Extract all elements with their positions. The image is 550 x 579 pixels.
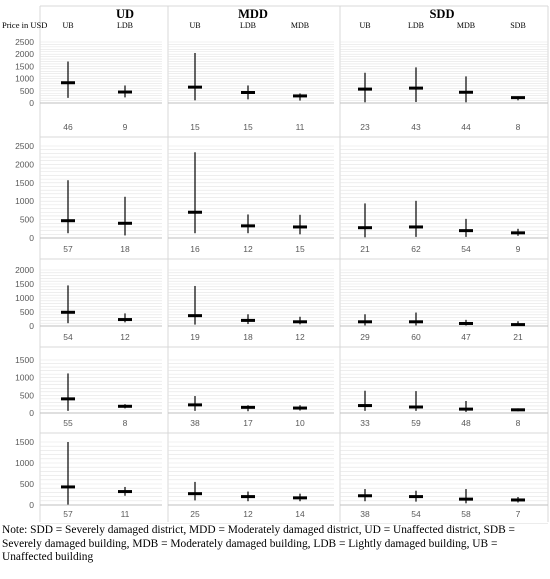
y-tick-label: 500 — [20, 215, 34, 225]
y-tick-label: 1000 — [15, 373, 34, 383]
y-tick-label: 500 — [20, 479, 34, 489]
sample-size-label: 54 — [411, 509, 421, 519]
sample-size-label: 59 — [411, 418, 421, 428]
sample-size-label: 18 — [243, 332, 253, 342]
building-type-header-ub: UB — [359, 21, 370, 30]
sample-size-label: 44 — [461, 122, 471, 132]
y-tick-label: 0 — [29, 500, 34, 510]
sample-size-label: 9 — [516, 244, 521, 254]
y-tick-label: 1000 — [15, 458, 34, 468]
sample-size-label: 15 — [243, 122, 253, 132]
sample-size-label: 23 — [360, 122, 370, 132]
y-tick-label: 500 — [20, 390, 34, 400]
y-tick-label: 1500 — [15, 61, 34, 71]
sample-size-label: 21 — [360, 244, 370, 254]
y-tick-label: 2000 — [15, 159, 34, 169]
sample-size-label: 62 — [411, 244, 421, 254]
y-tick-label: 1500 — [15, 178, 34, 188]
sample-size-label: 15 — [190, 122, 200, 132]
sample-size-label: 29 — [360, 332, 370, 342]
sample-size-label: 9 — [123, 122, 128, 132]
building-type-header-sdb: SDB — [510, 21, 526, 30]
y-tick-label: 500 — [20, 307, 34, 317]
sample-size-label: 17 — [243, 418, 253, 428]
sample-size-label: 57 — [63, 244, 73, 254]
y-tick-label: 1000 — [15, 196, 34, 206]
sample-size-label: 12 — [120, 332, 130, 342]
sample-size-label: 12 — [243, 244, 253, 254]
y-tick-label: 500 — [20, 86, 34, 96]
sample-size-label: 60 — [411, 332, 421, 342]
sample-size-label: 11 — [296, 122, 305, 132]
sample-size-label: 48 — [461, 418, 471, 428]
y-tick-label: 1000 — [15, 293, 34, 303]
y-tick-label: 2500 — [15, 37, 34, 47]
y-tick-label: 0 — [29, 321, 34, 331]
sample-size-label: 12 — [295, 332, 305, 342]
district-header-mdd: MDD — [238, 7, 268, 21]
building-type-header-ub: UB — [189, 21, 200, 30]
sample-size-label: 54 — [461, 244, 471, 254]
y-tick-label: 1500 — [15, 279, 34, 289]
y-tick-label: 2500 — [15, 141, 34, 151]
sample-size-label: 38 — [360, 509, 370, 519]
building-type-header-ldb: LDB — [240, 21, 256, 30]
sample-size-label: 10 — [295, 418, 305, 428]
sample-size-label: 8 — [123, 418, 128, 428]
sample-size-label: 25 — [190, 509, 200, 519]
building-type-header-ub: UB — [62, 21, 73, 30]
sample-size-label: 11 — [121, 509, 130, 519]
district-header-sdd: SDD — [429, 7, 454, 21]
y-axis-title: Price in USD — [2, 20, 47, 30]
sample-size-label: 57 — [63, 509, 73, 519]
y-tick-label: 1500 — [15, 437, 34, 447]
district-header-ud: UD — [116, 7, 134, 21]
sample-size-label: 33 — [360, 418, 370, 428]
sample-size-label: 8 — [516, 418, 521, 428]
figure-note: Note: SDD = Severely damaged district, M… — [2, 524, 515, 564]
sample-size-label: 15 — [295, 244, 305, 254]
building-type-header-ldb: LDB — [117, 21, 133, 30]
sample-size-label: 21 — [513, 332, 523, 342]
sample-size-label: 47 — [461, 332, 471, 342]
y-tick-label: 0 — [29, 98, 34, 108]
y-tick-label: 0 — [29, 408, 34, 418]
y-tick-label: 2000 — [15, 49, 34, 59]
sample-size-label: 46 — [63, 122, 73, 132]
sample-size-label: 12 — [243, 509, 253, 519]
sample-size-label: 38 — [190, 418, 200, 428]
y-tick-label: 0 — [29, 233, 34, 243]
sample-size-label: 54 — [63, 332, 73, 342]
sample-size-label: 14 — [295, 509, 305, 519]
sample-size-label: 7 — [516, 509, 521, 519]
sample-size-label: 43 — [411, 122, 421, 132]
price-range-figure: UD MDD SDD Price in USD UB LDB UB LDB MDB UB LDB MD… — [2, 5, 549, 524]
building-type-header-mdb: MDB — [291, 21, 309, 30]
sample-size-label: 19 — [190, 332, 200, 342]
sample-size-label: 18 — [120, 244, 130, 254]
sample-size-label: 8 — [516, 122, 521, 132]
sample-size-label: 16 — [190, 244, 200, 254]
y-tick-label: 1500 — [15, 355, 34, 365]
building-type-header-ldb: LDB — [408, 21, 424, 30]
y-tick-label: 2000 — [15, 265, 34, 275]
sample-size-label: 58 — [461, 509, 471, 519]
y-tick-label: 1000 — [15, 74, 34, 84]
building-type-header-mdb: MDB — [457, 21, 475, 30]
sample-size-label: 55 — [63, 418, 73, 428]
